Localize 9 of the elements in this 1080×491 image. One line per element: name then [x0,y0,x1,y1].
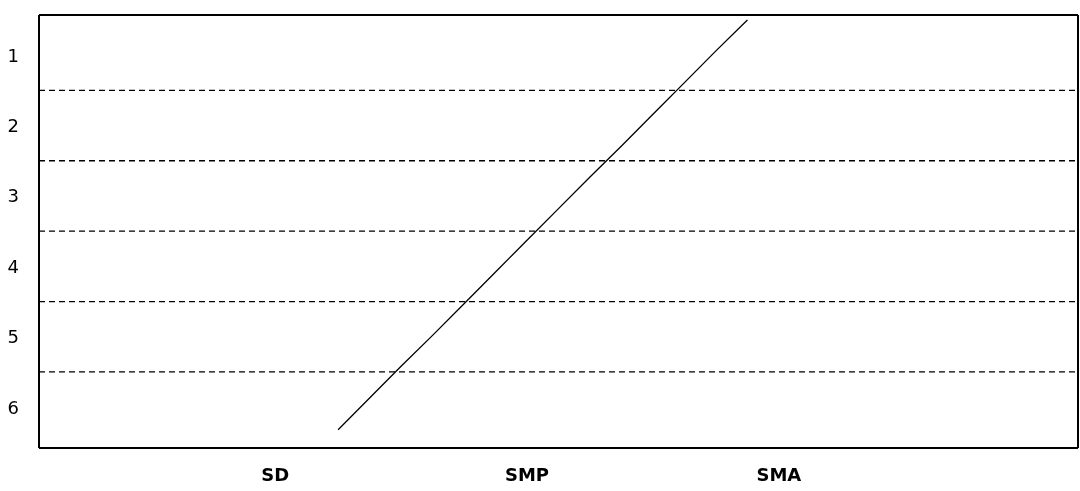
y-tick-label: 5 [7,326,19,348]
x-tick-label: SD [261,463,290,485]
y-tick-label: 4 [7,255,19,277]
y-tick-label: 6 [7,396,19,418]
y-tick-label: 1 [7,44,19,66]
y-tick-label: 2 [7,114,19,136]
y-tick-label: 3 [7,185,19,207]
x-tick-label: SMP [504,463,550,485]
x-tick-label: SMA [756,463,802,485]
